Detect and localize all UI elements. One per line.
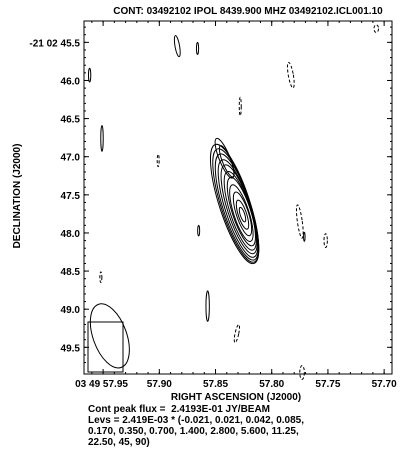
y-tick-label: 47.5 [61, 191, 81, 202]
levs-line-3: 22.50, 45, 90) [88, 437, 150, 448]
source-lobe-contour-2 [218, 145, 235, 178]
positive-noise-contour-4 [87, 67, 92, 83]
y-tick-label: -21 02 45.5 [29, 38, 80, 49]
x-tick-label: 03 49 57.95 [75, 379, 128, 390]
plot-frame [83, 20, 393, 375]
beam-ellipse [89, 303, 130, 369]
noise-contours [87, 24, 380, 380]
negative-noise-contour-9 [295, 204, 304, 239]
levs-line-2: 0.170, 0.350, 0.700, 1.400, 2.800, 5.600… [88, 426, 299, 437]
source-contour-5 [220, 164, 258, 255]
negative-noise-contour-15 [233, 324, 240, 344]
source-contour-8 [229, 184, 254, 243]
x-tick-label: 57.90 [147, 379, 172, 390]
negative-noise-contour-5 [286, 61, 295, 89]
x-tick-label: 57.75 [315, 379, 340, 390]
source-contour-10 [235, 199, 250, 230]
source-contours [209, 137, 260, 265]
x-tick-label: 57.70 [372, 379, 397, 390]
levs-line-1: Levs = 2.419E-03 * (-0.021, 0.021, 0.042… [88, 415, 304, 426]
y-tick-label: 46.0 [61, 76, 81, 87]
positive-noise-contour-14 [205, 290, 210, 322]
source-contour-9 [232, 191, 253, 237]
y-tick-label: 47.0 [61, 153, 81, 164]
negative-noise-contour-13 [99, 271, 103, 284]
y-tick-label: 48.5 [61, 267, 81, 278]
beam-box [87, 321, 124, 373]
y-tick-label: 49.5 [61, 343, 81, 354]
negative-noise-contour-12 [323, 233, 328, 248]
negative-noise-contour-16 [299, 365, 305, 380]
negative-noise-contour-6 [238, 96, 242, 117]
positive-noise-contour-2 [195, 41, 200, 56]
peak-flux-note: Cont peak flux = 2.4193E-01 JY/BEAM [88, 404, 271, 415]
positive-noise-contour-1 [173, 35, 181, 58]
y-tick-label: 46.5 [61, 115, 81, 126]
positive-noise-contour-10 [197, 224, 201, 237]
source-contour-11 [238, 206, 247, 223]
plot-title: CONT: 03492102 IPOL 8439.900 MHZ 0349210… [113, 6, 383, 17]
x-tick-label: 57.85 [203, 379, 228, 390]
beam-ellipse-group [89, 303, 130, 369]
positive-noise-contour-7 [100, 124, 104, 152]
x-axis-label: RIGHT ASCENSION (J2000) [171, 392, 301, 403]
x-ticks: 03 49 57.95 57.90 57.85 57.80 57.75 57.70 [75, 21, 397, 390]
negative-noise-contour-8 [156, 153, 160, 168]
y-axis-label: DECLINATION (J2000) [12, 144, 23, 249]
y-tick-label: 48.0 [61, 229, 81, 240]
positive-noise-contour-11 [303, 231, 306, 242]
negative-noise-contour-3 [373, 24, 380, 33]
x-tick-label: 57.80 [259, 379, 284, 390]
y-tick-label: 49.0 [61, 305, 81, 316]
y-ticks: -21 02 45.5 46.0 46.5 47.0 47.5 48.0 48.5 49.0 4… [29, 26, 392, 364]
